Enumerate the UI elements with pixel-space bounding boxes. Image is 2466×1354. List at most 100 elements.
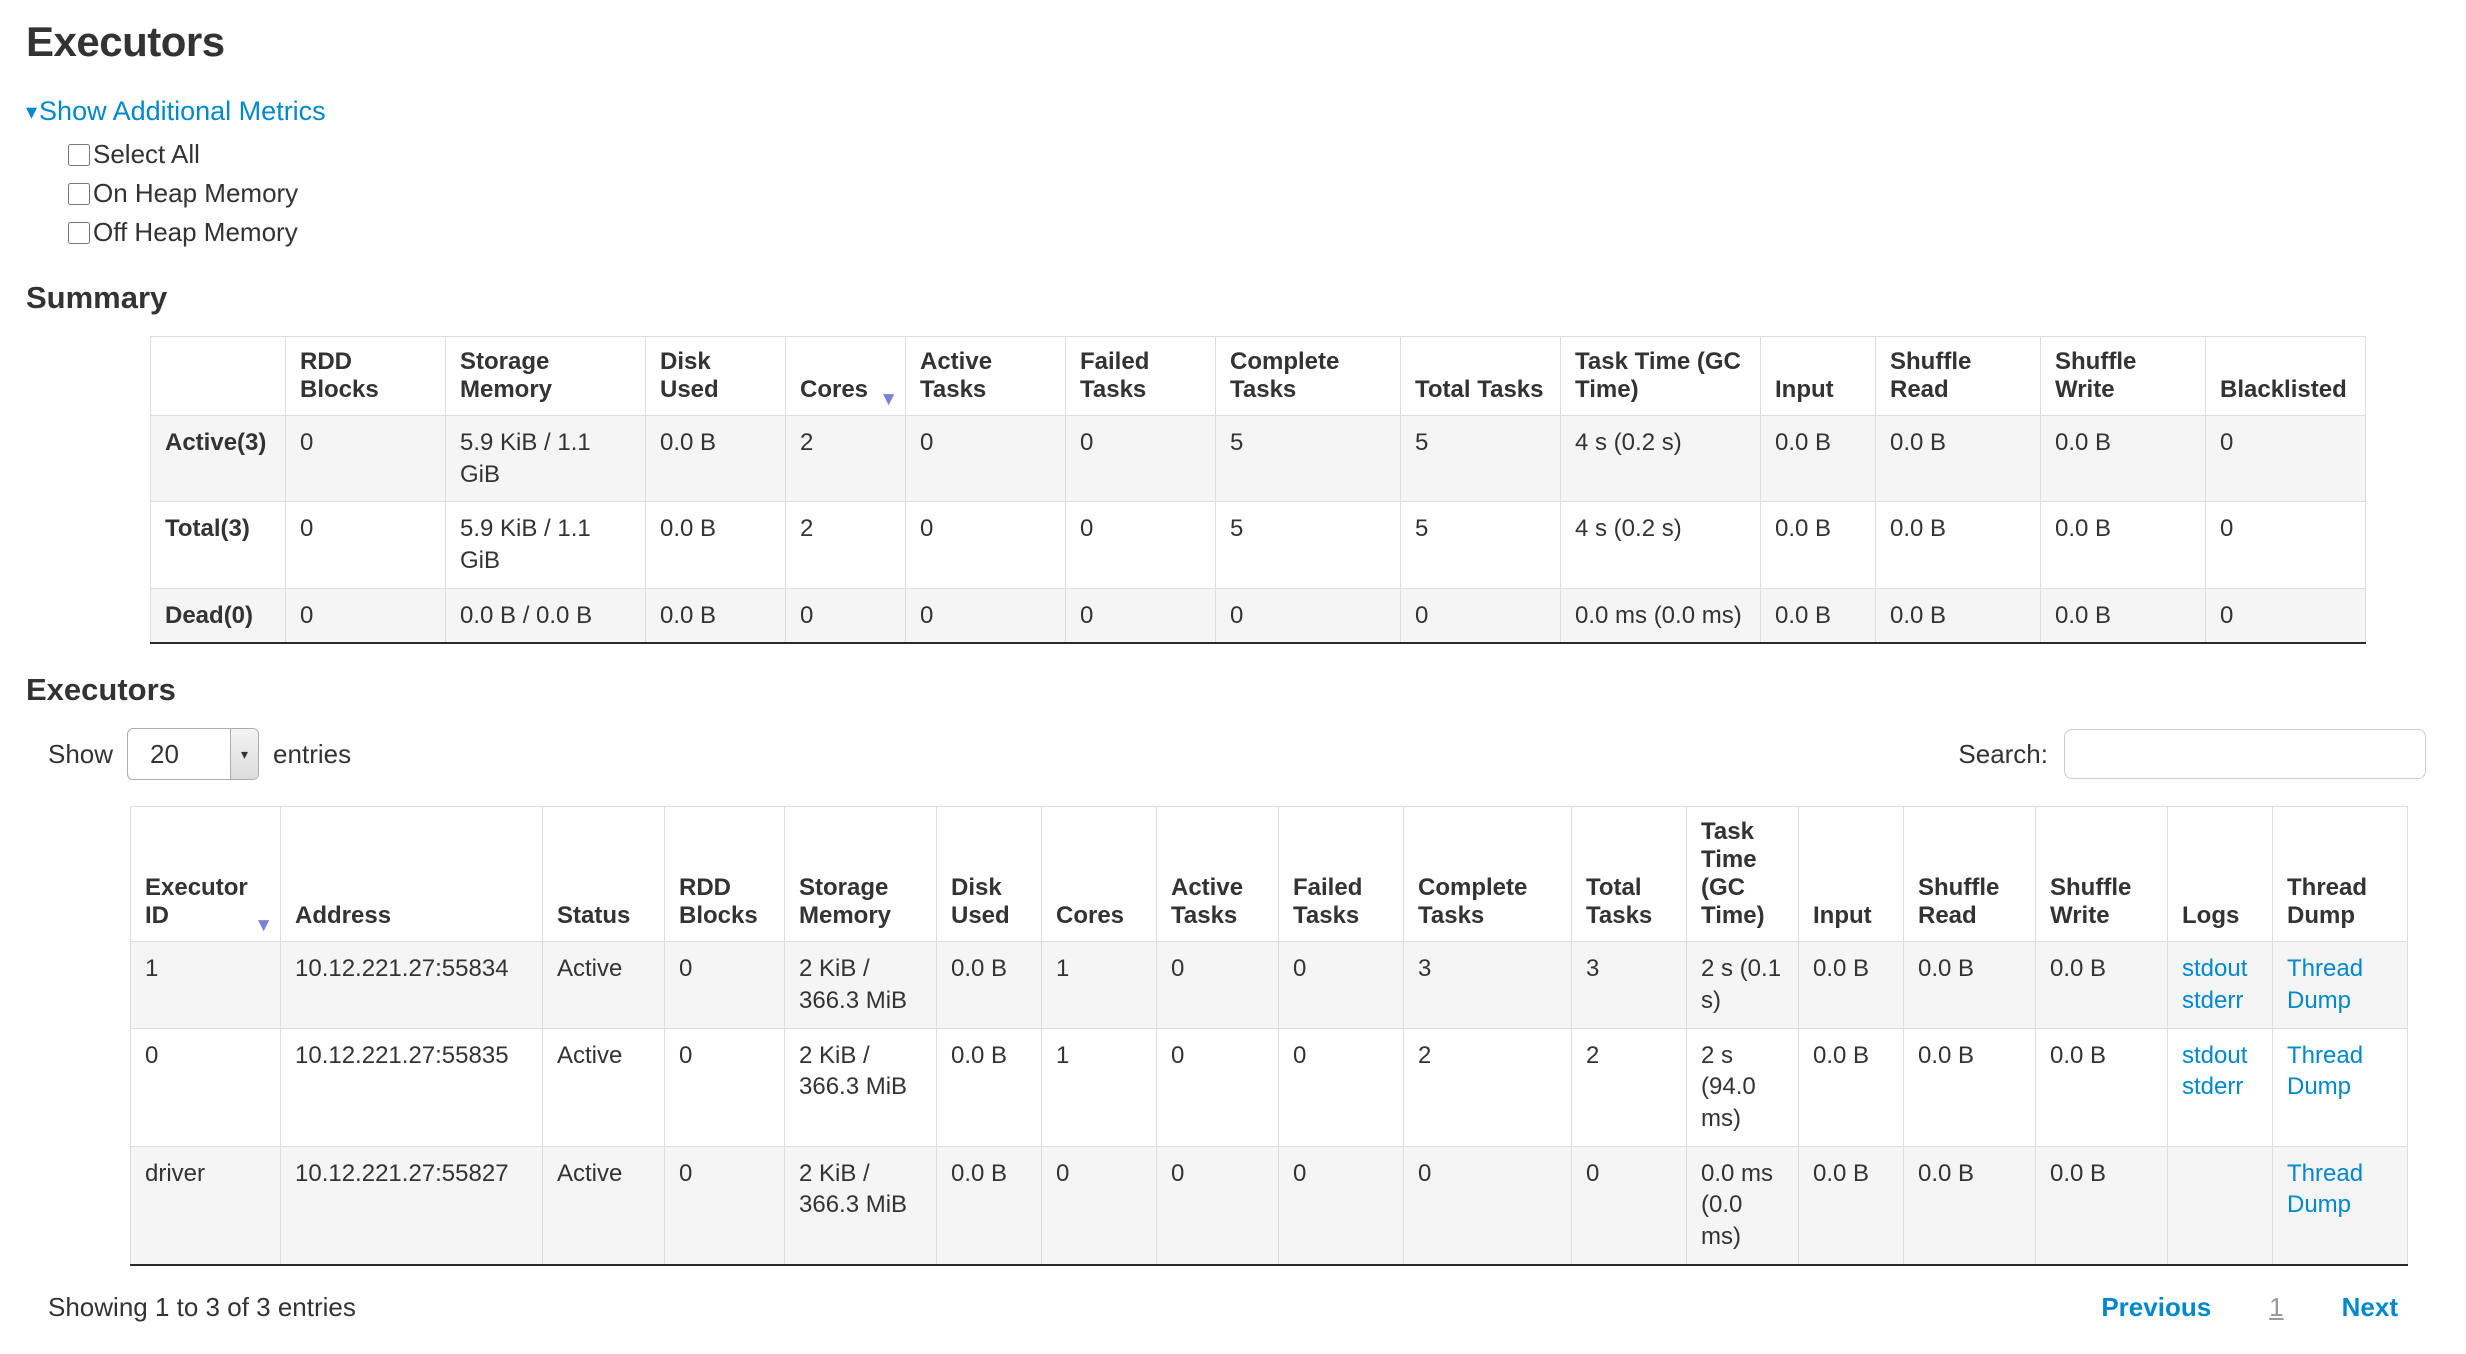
column-header[interactable]: Disk Used [645,336,786,416]
cell: 0.0 B [936,941,1042,1029]
metric-item-on-heap-memory: On Heap Memory [68,174,2440,213]
thread-dump-link[interactable]: Thread Dump [2287,1159,2364,1219]
cell: 0.0 B [645,587,786,644]
cell: 0.0 ms (0.0 ms) [1560,587,1761,644]
on-heap-memory-checkbox[interactable] [68,182,90,205]
page-length-select[interactable]: 20 ▾ [127,728,260,781]
column-header[interactable]: Active Tasks [1156,806,1279,943]
cell: 0 [285,587,446,644]
cell: 0.0 B [1798,941,1904,1029]
previous-button[interactable]: Previous [2101,1291,2212,1322]
cell: 0.0 B [2035,1027,2168,1147]
next-button[interactable]: Next [2341,1291,2398,1322]
select-all-checkbox[interactable] [68,143,90,166]
stderr-link[interactable]: stderr [2182,1073,2244,1101]
table-controls: Show 20 ▾ entries Search: [48,728,2426,781]
entries-label: entries [273,738,352,769]
summary-table: RDD Blocks Storage Memory Disk Used Core… [150,336,2366,645]
column-header-blank [150,336,286,416]
table-row-executor-1: 1 10.12.221.27:55834 Active 0 2 KiB / 36… [130,941,2408,1029]
metric-item-off-heap-memory: Off Heap Memory [68,213,2440,252]
cell-thread-dump: Thread Dump [2272,1145,2408,1266]
cell: 0 [1400,587,1561,644]
cell: 2 s (94.0 ms) [1686,1027,1799,1147]
column-header[interactable]: Task Time (GC Time) [1560,336,1761,416]
page-title: Executors [26,18,225,65]
additional-metrics-list: Select All On Heap Memory Off Heap Memor… [68,135,2440,252]
column-header[interactable]: Storage Memory [784,806,937,943]
show-label: Show [48,738,114,769]
row-label: Dead(0) [150,587,286,644]
column-header[interactable]: Shuffle Read [1875,336,2041,416]
cell: 0 [1278,1027,1404,1147]
column-header[interactable]: RDD Blocks [285,336,446,416]
cell: 0 [1571,1145,1687,1266]
stdout-link[interactable]: stdout [2182,1041,2248,1069]
cell: 0 [905,587,1066,644]
column-header[interactable]: Logs [2167,806,2273,943]
cell-address: 10.12.221.27:55834 [280,941,543,1029]
table-row-executor-0: 0 10.12.221.27:55835 Active 0 2 KiB / 36… [130,1027,2408,1147]
search-control: Search: [1958,729,2426,780]
cell-status: Active [542,941,665,1029]
cell-executor-id: driver [130,1145,281,1266]
cell: 0 [1215,587,1401,644]
column-header[interactable]: Complete Tasks [1215,336,1401,416]
table-row-active: Active(3) 0 5.9 KiB / 1.1 GiB 0.0 B 2 0 … [150,414,2366,503]
column-header[interactable]: Total Tasks [1400,336,1561,416]
search-label: Search: [1958,738,2048,769]
column-header[interactable]: Task Time (GC Time) [1686,806,1799,943]
cell: 0 [905,414,1066,503]
page-number-current[interactable]: 1 [2269,1291,2284,1322]
column-header[interactable]: Shuffle Write [2035,806,2168,943]
column-header[interactable]: Storage Memory [445,336,646,416]
column-header[interactable]: Failed Tasks [1278,806,1404,943]
cell-thread-dump: Thread Dump [2272,1027,2408,1147]
column-header-sorted[interactable]: Executor ID ▼ [130,806,281,943]
cell: 0 [1065,414,1216,503]
cell-logs: stdout stderr [2167,1027,2273,1147]
cell: 0.0 B [2035,1145,2168,1266]
search-input[interactable] [2064,729,2426,780]
cell: 0.0 B [1798,1145,1904,1266]
cell: 0.0 B [645,501,786,589]
column-header[interactable]: Cores [1041,806,1157,943]
column-header[interactable]: Active Tasks [905,336,1066,416]
column-header[interactable]: Address [280,806,543,943]
off-heap-memory-checkbox[interactable] [68,221,90,244]
show-additional-metrics-toggle[interactable]: ▾ Show Additional Metrics [26,96,326,127]
row-label: Active(3) [150,414,286,503]
summary-section-title: Summary [26,280,168,315]
table-row-executor-driver: driver 10.12.221.27:55827 Active 0 2 KiB… [130,1145,2408,1266]
cell: 0 [664,1027,785,1147]
column-header[interactable]: Shuffle Read [1903,806,2036,943]
column-header[interactable]: Complete Tasks [1403,806,1572,943]
column-header[interactable]: Disk Used [936,806,1042,943]
column-header[interactable]: Shuffle Write [2040,336,2206,416]
column-header[interactable]: Failed Tasks [1065,336,1216,416]
table-footer: Showing 1 to 3 of 3 entries Previous 1 N… [48,1292,2426,1323]
cell: 0.0 B [2040,501,2206,589]
cell: 0 [1156,1027,1279,1147]
chevron-down-icon: ▾ [230,729,259,780]
stdout-link[interactable]: stdout [2182,955,2248,983]
column-header[interactable]: Blacklisted [2205,336,2366,416]
cell: 0 [1278,1145,1404,1266]
thread-dump-link[interactable]: Thread Dump [2287,955,2364,1015]
column-header[interactable]: RDD Blocks [664,806,785,943]
column-header[interactable]: Thread Dump [2272,806,2408,943]
column-header[interactable]: Status [542,806,665,943]
thread-dump-link[interactable]: Thread Dump [2287,1041,2364,1101]
table-row-dead: Dead(0) 0 0.0 B / 0.0 B 0.0 B 0 0 0 0 0 … [150,587,2366,644]
column-header[interactable]: Input [1760,336,1876,416]
column-header-sorted[interactable]: Cores ▼ [785,336,906,416]
cell: 0 [1041,1145,1157,1266]
cell: 0.0 B / 0.0 B [445,587,646,644]
column-header[interactable]: Input [1798,806,1904,943]
cell: 0 [285,414,446,503]
table-row-total: Total(3) 0 5.9 KiB / 1.1 GiB 0.0 B 2 0 0… [150,501,2366,589]
column-header[interactable]: Total Tasks [1571,806,1687,943]
caret-down-icon: ▾ [26,98,38,124]
stderr-link[interactable]: stderr [2182,987,2244,1015]
cell: 0 [905,501,1066,589]
